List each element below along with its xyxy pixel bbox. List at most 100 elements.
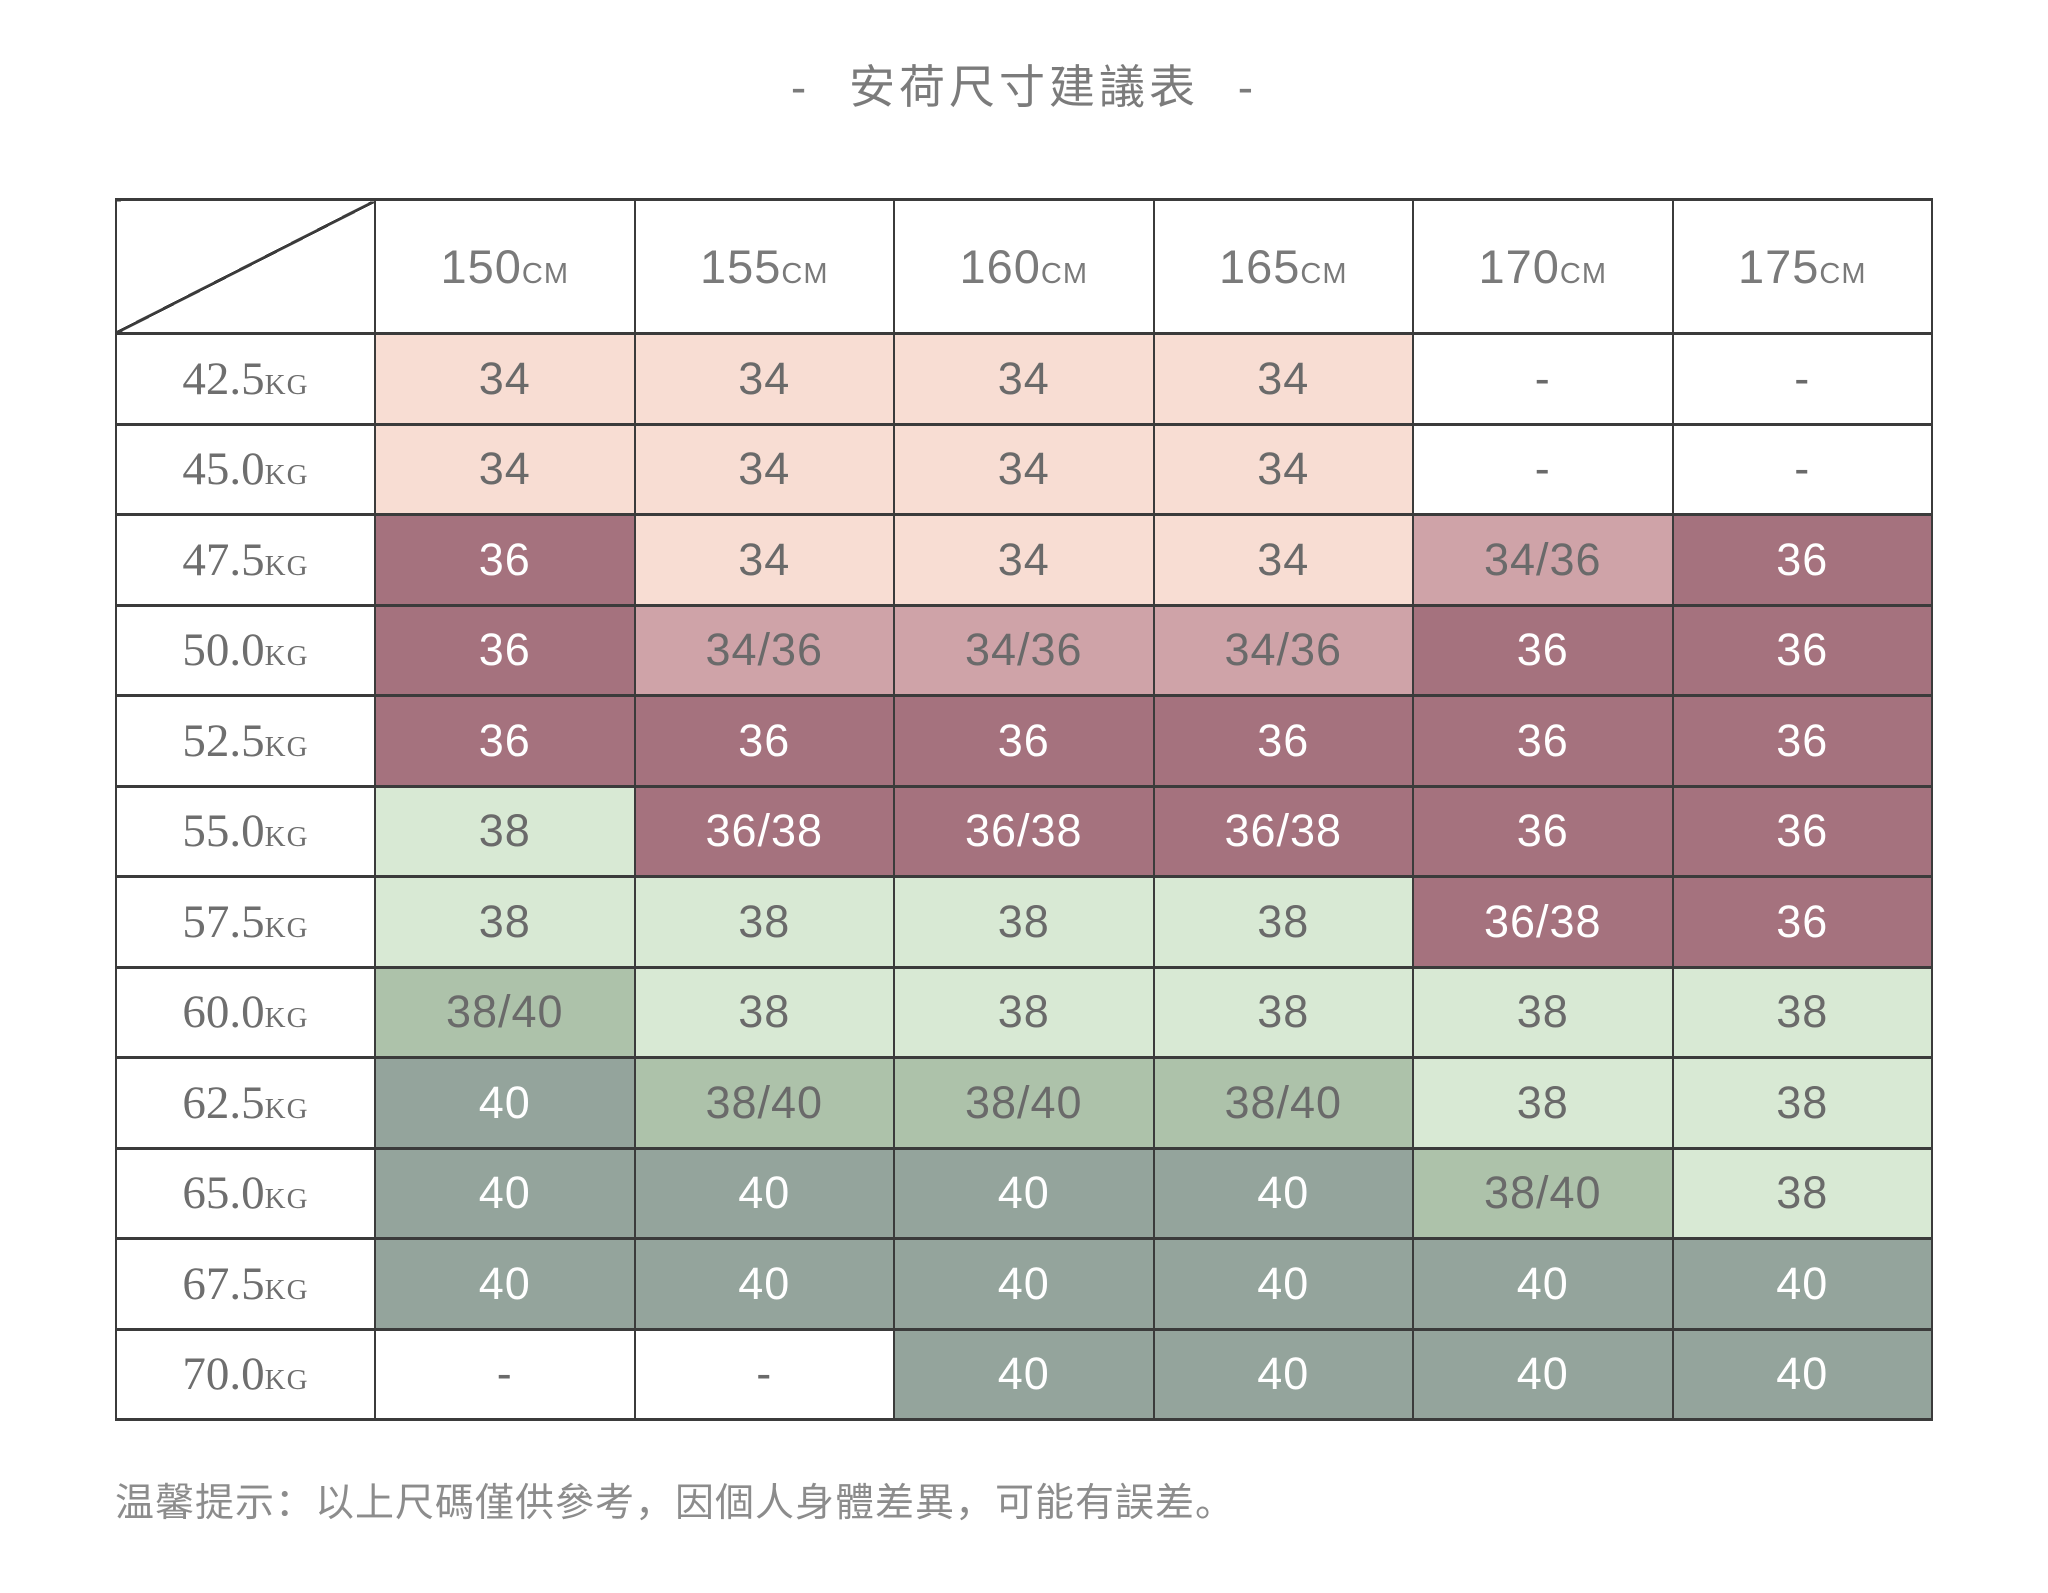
height-header-unit: CM [1040,258,1089,290]
size-cell-160cm-60.0kg: 38 [893,965,1155,1059]
size-cell-175cm-47.5kg: 36 [1671,513,1933,607]
size-cell-150cm-62.5kg: 40 [374,1056,636,1150]
weight-header-value: 42.5 [182,352,265,405]
height-header-165cm: 165CM [1152,198,1414,335]
weight-header-unit: KG [264,368,309,401]
size-cell-150cm-60.0kg: 38/40 [374,965,636,1059]
size-cell-155cm-52.5kg: 36 [633,694,895,788]
size-table: 150CM 155CM 160CM 165CM 170CM 175CM 42.5KG 34 34… [115,198,1933,1421]
weight-header-unit: KG [264,730,309,763]
weight-header-value: 50.0 [182,624,265,677]
height-header-value: 175 [1737,240,1820,293]
size-cell-155cm-57.5kg: 38 [633,875,895,969]
size-cell-160cm-62.5kg: 38/40 [893,1056,1155,1150]
size-cell-170cm-47.5kg: 34/36 [1412,513,1674,607]
size-cell-150cm-70.0kg: - [374,1327,636,1421]
weight-header-unit: KG [264,1183,309,1216]
height-header-value: 160 [959,240,1041,293]
size-cell-160cm-67.5kg: 40 [893,1237,1155,1331]
weight-header-unit: KG [264,821,309,854]
size-cell-155cm-50.0kg: 34/36 [633,603,895,697]
weight-header-45.0kg: 45.0KG [115,422,376,516]
page-title: - 安荷尺寸建議表 - [790,61,1258,113]
height-header-unit: CM [781,258,829,290]
size-cell-165cm-55.0kg: 36/38 [1152,784,1414,878]
size-cell-160cm-57.5kg: 38 [893,875,1155,969]
size-cell-170cm-60.0kg: 38 [1412,965,1674,1059]
weight-header-unit: KG [264,640,309,673]
size-cell-160cm-55.0kg: 36/38 [893,784,1155,878]
weight-header-value: 62.5 [182,1076,265,1129]
size-cell-175cm-42.5kg: - [1671,332,1933,426]
size-cell-175cm-52.5kg: 36 [1671,694,1933,788]
size-cell-160cm-42.5kg: 34 [893,332,1155,426]
size-cell-150cm-52.5kg: 36 [374,694,636,788]
weight-header-value: 52.5 [182,714,265,767]
size-cell-165cm-65.0kg: 40 [1152,1146,1414,1240]
weight-header-52.5kg: 52.5KG [115,694,376,788]
height-header-value: 155 [699,240,782,293]
size-cell-175cm-67.5kg: 40 [1671,1237,1933,1331]
table-row-57.5kg: 57.5KG 38 38 38 38 36/38 36 [115,875,1933,969]
disclaimer-note: 温馨提示：以上尺碼僅供參考，因個人身體差異，可能有誤差。 [115,1482,1236,1525]
size-cell-150cm-55.0kg: 38 [374,784,636,878]
weight-header-70.0kg: 70.0KG [115,1327,376,1421]
weight-header-unit: KG [264,1273,309,1306]
size-cell-165cm-57.5kg: 38 [1152,875,1414,969]
size-cell-165cm-60.0kg: 38 [1152,965,1414,1059]
size-cell-160cm-50.0kg: 34/36 [893,603,1155,697]
table-row-47.5kg: 47.5KG 36 34 34 34 34/36 36 [115,513,1933,607]
size-cell-175cm-57.5kg: 36 [1671,875,1933,969]
size-cell-170cm-70.0kg: 40 [1412,1327,1674,1421]
size-cell-170cm-45.0kg: - [1412,422,1674,516]
size-cell-155cm-47.5kg: 34 [633,513,895,607]
weight-header-value: 70.0 [182,1348,265,1401]
size-cell-150cm-57.5kg: 38 [374,875,636,969]
height-header-unit: CM [1819,258,1867,290]
size-cell-175cm-62.5kg: 38 [1671,1056,1933,1150]
weight-header-62.5kg: 62.5KG [115,1056,376,1150]
size-cell-155cm-42.5kg: 34 [633,332,895,426]
weight-header-value: 67.5 [182,1257,265,1310]
height-header-150cm: 150CM [374,198,636,335]
weight-header-unit: KG [264,1364,309,1397]
weight-header-65.0kg: 65.0KG [115,1146,376,1240]
height-header-155cm: 155CM [633,198,895,335]
size-cell-170cm-57.5kg: 36/38 [1412,875,1674,969]
size-cell-155cm-55.0kg: 36/38 [633,784,895,878]
table-row-42.5kg: 42.5KG 34 34 34 34- - [115,332,1933,426]
weight-header-value: 57.5 [182,895,265,948]
size-cell-155cm-67.5kg: 40 [633,1237,895,1331]
size-cell-160cm-52.5kg: 36 [893,694,1155,788]
size-cell-160cm-47.5kg: 34 [893,513,1155,607]
height-header-170cm: 170CM [1412,198,1674,335]
size-cell-170cm-52.5kg: 36 [1412,694,1674,788]
corner-diagonal-cell [115,198,376,335]
size-cell-165cm-62.5kg: 38/40 [1152,1056,1414,1150]
size-cell-175cm-55.0kg: 36 [1671,784,1933,878]
weight-header-value: 60.0 [182,986,265,1039]
weight-header-47.5kg: 47.5KG [115,513,376,607]
weight-header-unit: KG [264,1002,309,1035]
weight-header-unit: KG [264,911,309,944]
weight-header-50.0kg: 50.0KG [115,603,376,697]
size-cell-155cm-60.0kg: 38 [633,965,895,1059]
size-cell-160cm-70.0kg: 40 [893,1327,1155,1421]
size-cell-170cm-42.5kg: - [1412,332,1674,426]
size-cell-175cm-65.0kg: 38 [1671,1146,1933,1240]
size-cell-155cm-65.0kg: 40 [633,1146,895,1240]
size-cell-170cm-50.0kg: 36 [1412,603,1674,697]
size-cell-150cm-42.5kg: 34 [374,332,636,426]
height-header-unit: CM [521,258,570,290]
weight-header-unit: KG [264,1092,309,1125]
weight-header-unit: KG [264,459,309,492]
size-cell-155cm-70.0kg: - [633,1327,895,1421]
table-row-70.0kg: 70.0KG - -40 40 40 40 [115,1327,1933,1421]
size-cell-175cm-50.0kg: 36 [1671,603,1933,697]
table-row-62.5kg: 62.5KG 40 38/40 38/40 38/40 38 38 [115,1056,1933,1150]
height-header-value: 165 [1218,240,1301,293]
table-row-50.0kg: 50.0KG 36 34/36 34/36 34/36 36 36 [115,603,1933,697]
height-header-160cm: 160CM [893,198,1155,335]
size-cell-170cm-67.5kg: 40 [1412,1237,1674,1331]
weight-header-value: 45.0 [182,443,265,496]
